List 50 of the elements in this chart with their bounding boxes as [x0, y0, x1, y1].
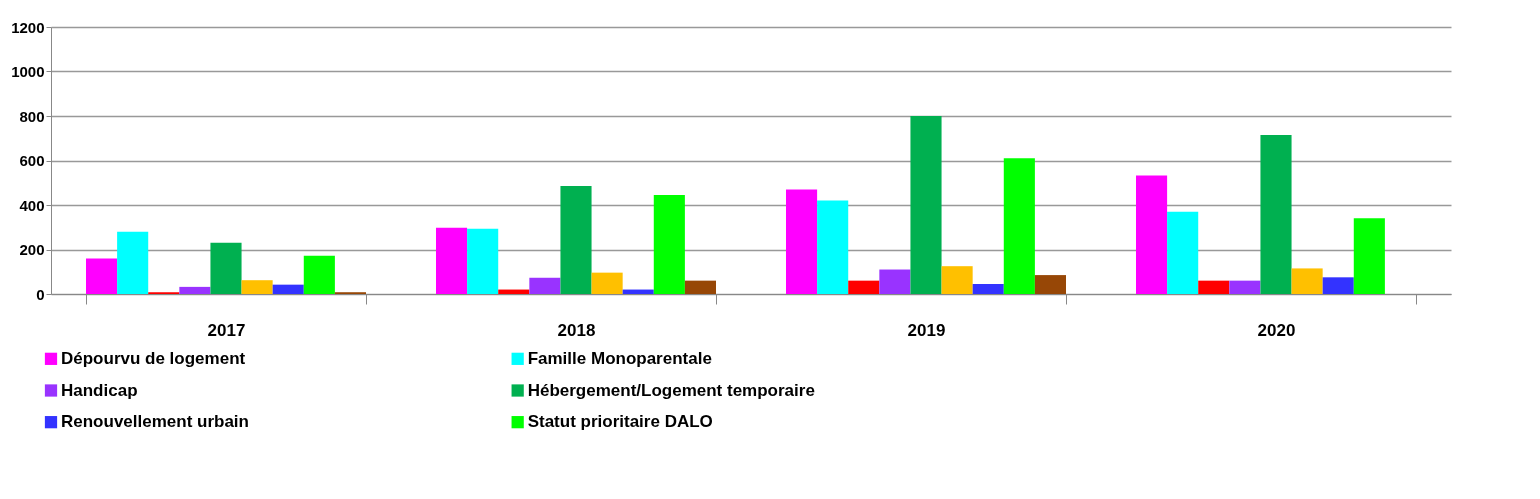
bar: [179, 286, 211, 294]
x-tick-label: 2020: [1257, 320, 1296, 340]
bar: [210, 242, 242, 294]
bar: [86, 258, 118, 294]
bar: [1136, 175, 1168, 294]
bar: [117, 231, 149, 294]
x-tick-label: 2017: [207, 320, 246, 340]
bar: [879, 269, 911, 294]
bar: [1167, 211, 1199, 294]
bar: [436, 227, 468, 294]
bar: [972, 283, 1004, 294]
bar: [560, 186, 592, 294]
bar: [1353, 218, 1385, 294]
legend-label: Renouvellement urbain: [61, 412, 249, 432]
y-tick-label: 600: [19, 152, 45, 169]
bar: [941, 266, 973, 294]
bar: [1260, 134, 1292, 294]
bar: [591, 272, 623, 294]
bar: [1003, 158, 1035, 294]
bar: [303, 255, 335, 294]
y-tick-label: 200: [19, 241, 45, 258]
x-tick-label: 2018: [557, 320, 596, 340]
x-tick-label: 2019: [907, 320, 946, 340]
legend-label: Famille Monoparentale: [527, 348, 712, 368]
bar: [241, 280, 273, 294]
bar: [529, 277, 561, 294]
bar: [1322, 277, 1354, 294]
y-tick-label: 1000: [11, 63, 45, 80]
legend-label: Handicap: [61, 380, 138, 400]
bar: [684, 280, 716, 294]
bar: [1291, 268, 1323, 294]
legend-label: Statut prioritaire DALO: [527, 412, 713, 432]
bar: [848, 280, 880, 294]
legend-label: Dépourvu de logement: [61, 348, 246, 368]
bar: [272, 284, 304, 294]
bar: [1198, 280, 1230, 294]
bar: [622, 289, 654, 294]
y-tick-label: 0: [36, 285, 45, 303]
legend-label: Hébergement/Logement temporaire: [527, 380, 815, 400]
bar: [817, 200, 849, 294]
bar: [1229, 280, 1261, 294]
y-tick-label: 800: [19, 107, 45, 125]
bar: [467, 228, 499, 294]
bar: [498, 289, 530, 294]
bar: [786, 189, 818, 294]
y-tick-label: 1200: [11, 18, 45, 36]
y-tick-label: 400: [19, 196, 45, 214]
bar: [1034, 275, 1066, 294]
bar: [653, 194, 685, 294]
bar: [910, 116, 942, 294]
